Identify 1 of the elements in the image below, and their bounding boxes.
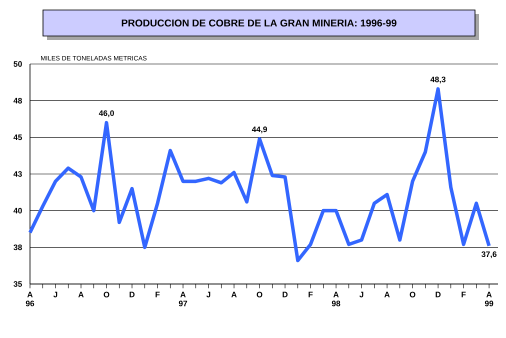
chart-title: PRODUCCION DE COBRE DE LA GRAN MINERIA: 1996-99 <box>122 19 396 27</box>
